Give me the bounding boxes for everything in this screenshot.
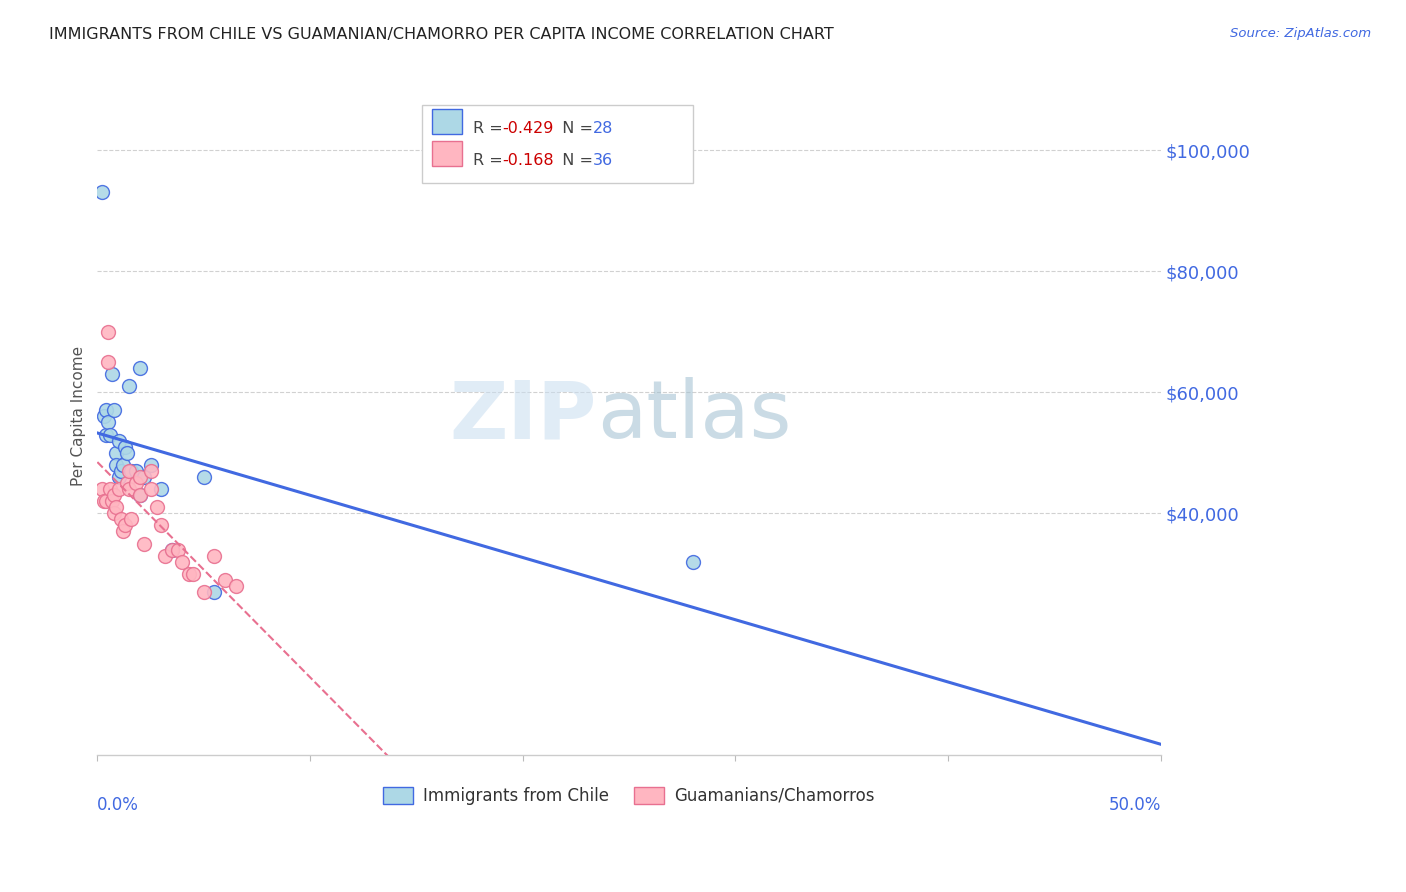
Point <box>105 500 128 515</box>
Legend: Immigrants from Chile, Guamanians/Chamorros: Immigrants from Chile, Guamanians/Chamor… <box>377 780 882 812</box>
Point <box>111 458 134 472</box>
Point <box>97 325 120 339</box>
Point <box>114 518 136 533</box>
Point <box>202 549 225 563</box>
Point <box>134 536 156 550</box>
Point <box>93 494 115 508</box>
Point <box>120 464 142 478</box>
Point <box>193 585 215 599</box>
Text: 50.0%: 50.0% <box>1108 796 1161 814</box>
Point <box>94 403 117 417</box>
Point <box>150 518 173 533</box>
Point <box>128 488 150 502</box>
Point <box>124 464 146 478</box>
Point <box>110 464 132 478</box>
Text: R =: R = <box>472 120 508 136</box>
Point <box>107 470 129 484</box>
Point <box>160 542 183 557</box>
Point <box>682 555 704 569</box>
Point <box>214 573 236 587</box>
Point <box>172 555 194 569</box>
Point <box>105 446 128 460</box>
Point <box>155 549 177 563</box>
Point <box>225 579 247 593</box>
Text: IMMIGRANTS FROM CHILE VS GUAMANIAN/CHAMORRO PER CAPITA INCOME CORRELATION CHART: IMMIGRANTS FROM CHILE VS GUAMANIAN/CHAMO… <box>49 27 834 42</box>
Point <box>97 355 120 369</box>
Point <box>118 464 141 478</box>
Point <box>139 458 162 472</box>
Point <box>202 585 225 599</box>
Point <box>128 470 150 484</box>
Point <box>128 361 150 376</box>
Point <box>103 506 125 520</box>
Point <box>97 416 120 430</box>
Point <box>94 427 117 442</box>
Point <box>146 500 169 515</box>
Text: -0.429: -0.429 <box>502 120 554 136</box>
Text: N =: N = <box>553 153 599 168</box>
Point <box>115 475 138 490</box>
Point <box>93 409 115 424</box>
Point <box>177 566 200 581</box>
Point <box>134 470 156 484</box>
Point <box>160 542 183 557</box>
Point <box>139 482 162 496</box>
Point <box>105 458 128 472</box>
Point <box>150 482 173 496</box>
Point <box>167 542 190 557</box>
Point <box>118 482 141 496</box>
Point <box>94 494 117 508</box>
Text: R =: R = <box>472 153 508 168</box>
Text: Source: ZipAtlas.com: Source: ZipAtlas.com <box>1230 27 1371 40</box>
Point <box>98 482 121 496</box>
Point <box>139 464 162 478</box>
Point <box>107 434 129 448</box>
Point <box>103 403 125 417</box>
Point <box>101 494 124 508</box>
Text: -0.168: -0.168 <box>502 153 554 168</box>
FancyBboxPatch shape <box>432 109 463 134</box>
Text: N =: N = <box>553 120 599 136</box>
Point <box>193 470 215 484</box>
Point <box>124 475 146 490</box>
Point <box>128 488 150 502</box>
Point <box>110 512 132 526</box>
FancyBboxPatch shape <box>432 141 463 166</box>
Y-axis label: Per Capita Income: Per Capita Income <box>72 346 86 486</box>
Point <box>181 566 204 581</box>
Text: atlas: atlas <box>598 377 792 456</box>
Point <box>118 379 141 393</box>
Text: 0.0%: 0.0% <box>97 796 139 814</box>
Text: ZIP: ZIP <box>450 377 598 456</box>
FancyBboxPatch shape <box>422 104 693 183</box>
Point <box>120 512 142 526</box>
Text: 36: 36 <box>593 153 613 168</box>
Point <box>114 440 136 454</box>
Point <box>111 524 134 539</box>
Point <box>103 488 125 502</box>
Point <box>115 446 138 460</box>
Point <box>90 186 112 200</box>
Point <box>98 427 121 442</box>
Text: 28: 28 <box>593 120 613 136</box>
Point <box>101 367 124 381</box>
Point <box>90 482 112 496</box>
Point <box>107 482 129 496</box>
